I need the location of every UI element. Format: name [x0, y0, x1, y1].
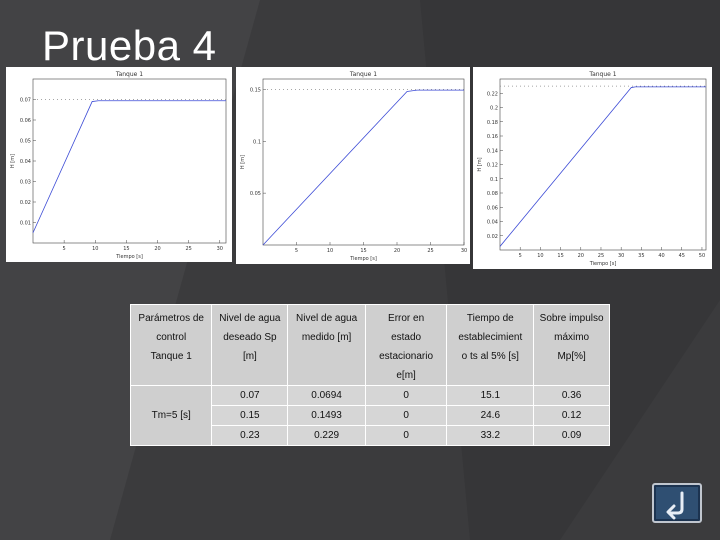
x-tick-label: 40 — [658, 253, 664, 259]
cell-medido: 0.229 — [287, 425, 366, 446]
x-tick-label: 35 — [638, 253, 644, 259]
y-tick-label: 0.02 — [20, 200, 31, 206]
x-axis-label: Tiempo [s] — [589, 261, 617, 267]
x-tick-label: 15 — [360, 248, 366, 254]
plot-tanque-1-sp007: Tanque 1 0.07 0.06 0.05 0.04 0.03 0.02 0.01 5 10 1… — [6, 67, 232, 262]
x-tick-label: 20 — [394, 248, 400, 254]
y-tick-label: 0.04 — [487, 220, 498, 226]
y-axis-label: H [m] — [477, 157, 483, 171]
y-tick-label: 0.03 — [20, 180, 31, 186]
header-parametros: Parámetros de control Tanque 1 — [129, 304, 213, 386]
y-tick-label: 0.2 — [490, 106, 498, 112]
level-response-line — [32, 100, 226, 233]
y-tick-label: 0.06 — [487, 205, 498, 211]
row-label-tm: Tm=5 [s] — [129, 385, 213, 446]
x-tick-label: 25 — [185, 246, 191, 252]
cell-ts: 24.6 — [446, 405, 535, 426]
plot-tanque-1-sp015: Tanque 1 0.15 0.1 0.05 5 10 15 20 25 30 Tiempo [s]… — [236, 67, 470, 264]
y-tick-label: 0.12 — [487, 163, 498, 169]
cell-error: 0 — [364, 385, 448, 406]
cell-sp: 0.23 — [211, 425, 289, 446]
table-row: 0.15 0.1493 0 24.6 0.12 — [131, 405, 610, 426]
return-arrow-icon — [666, 491, 684, 520]
x-tick-label: 10 — [92, 246, 98, 252]
cell-sp: 0.07 — [211, 385, 289, 406]
plot-svg: Tanque 1 0.22 0.2 0.18 0.16 0.14 0.12 0.1 0.08 0.… — [477, 71, 707, 267]
slide-title: Prueba 4 — [42, 22, 217, 69]
y-tick-label: 0.04 — [20, 159, 31, 165]
parameters-table: Parámetros de control Tanque 1 Nivel de ag… — [129, 304, 610, 446]
plot-title: Tanque 1 — [588, 71, 616, 78]
x-tick-label: 25 — [598, 253, 604, 259]
y-tick-label: 0.06 — [20, 118, 31, 124]
plot-axes — [499, 78, 707, 251]
cell-sp: 0.15 — [211, 405, 289, 426]
plot-title: Tanque 1 — [115, 71, 143, 78]
y-tick-label: 0.1 — [490, 177, 498, 183]
x-tick-label: 50 — [699, 253, 705, 259]
header-tiempo-establecimiento: Tiempo de establecimient o ts al 5% [s] — [446, 304, 535, 386]
y-tick-label: 0.1 — [253, 139, 261, 145]
plot-tanque-1-sp023: Tanque 1 0.22 0.2 0.18 0.16 0.14 0.12 0.1 0.08 0.… — [473, 67, 712, 269]
x-tick-label: 30 — [217, 246, 223, 252]
y-tick-label: 0.15 — [250, 87, 261, 93]
plot-axes — [262, 78, 465, 246]
level-response-line — [262, 89, 464, 246]
cell-mp: 0.36 — [533, 385, 610, 406]
x-tick-label: 10 — [327, 248, 333, 254]
plot-svg: Tanque 1 0.07 0.06 0.05 0.04 0.03 0.02 0.01 5 10 1… — [10, 71, 227, 260]
plot-title: Tanque 1 — [349, 71, 377, 78]
x-tick-label: 25 — [427, 248, 433, 254]
x-tick-label: 30 — [461, 248, 467, 254]
header-nivel-medido: Nivel de agua medido [m] — [287, 304, 366, 386]
x-axis-label: Tiempo [s] — [349, 256, 377, 262]
x-tick-label: 45 — [679, 253, 685, 259]
cell-medido: 0.1493 — [287, 405, 366, 426]
cell-mp: 0.09 — [533, 425, 610, 446]
cell-mp: 0.12 — [533, 405, 610, 426]
table-row: Tm=5 [s] 0.07 0.0694 0 15.1 0.36 — [129, 385, 610, 446]
y-tick-label: 0.16 — [487, 134, 498, 140]
header-error: Error en estado estacionario e[m] — [364, 304, 448, 386]
y-tick-label: 0.01 — [20, 221, 31, 227]
x-tick-label: 5 — [519, 253, 522, 259]
y-tick-label: 0.22 — [487, 91, 498, 97]
y-tick-label: 0.07 — [20, 98, 31, 104]
plot-svg: Tanque 1 0.15 0.1 0.05 5 10 15 20 25 30 Tiempo [s]… — [240, 71, 467, 262]
y-tick-label: 0.02 — [487, 234, 498, 240]
y-axis-label: H [m] — [10, 154, 16, 168]
y-tick-label: 0.14 — [487, 148, 498, 154]
y-tick-label: 0.08 — [487, 191, 498, 197]
return-button[interactable] — [652, 483, 702, 523]
x-tick-label: 10 — [537, 253, 543, 259]
y-tick-label: 0.18 — [487, 120, 498, 126]
x-tick-label: 20 — [578, 253, 584, 259]
x-tick-label: 20 — [154, 246, 160, 252]
cell-medido: 0.0694 — [287, 385, 366, 406]
header-sobre-impulso: Sobre impulso máximo Mp[%] — [533, 304, 610, 386]
y-tick-label: 0.05 — [20, 139, 31, 145]
cell-error: 0 — [364, 425, 448, 446]
table-row: 0.23 0.229 0 33.2 0.09 — [131, 425, 610, 446]
table-header-row: Parámetros de control Tanque 1 Nivel de ag… — [129, 304, 610, 386]
x-tick-label: 15 — [123, 246, 129, 252]
cell-ts: 33.2 — [446, 425, 535, 446]
cell-error: 0 — [364, 405, 448, 426]
plot-axes — [32, 78, 227, 244]
header-nivel-deseado: Nivel de agua deseado Sp [m] — [211, 304, 289, 386]
y-tick-label: 0.05 — [250, 191, 261, 197]
x-tick-label: 15 — [557, 253, 563, 259]
x-axis-label: Tiempo [s] — [115, 254, 143, 260]
level-response-line — [499, 86, 706, 247]
x-tick-label: 30 — [618, 253, 624, 259]
x-tick-label: 5 — [63, 246, 66, 252]
y-axis-label: H [m] — [240, 155, 246, 169]
x-tick-label: 5 — [295, 248, 298, 254]
cell-ts: 15.1 — [446, 385, 535, 406]
